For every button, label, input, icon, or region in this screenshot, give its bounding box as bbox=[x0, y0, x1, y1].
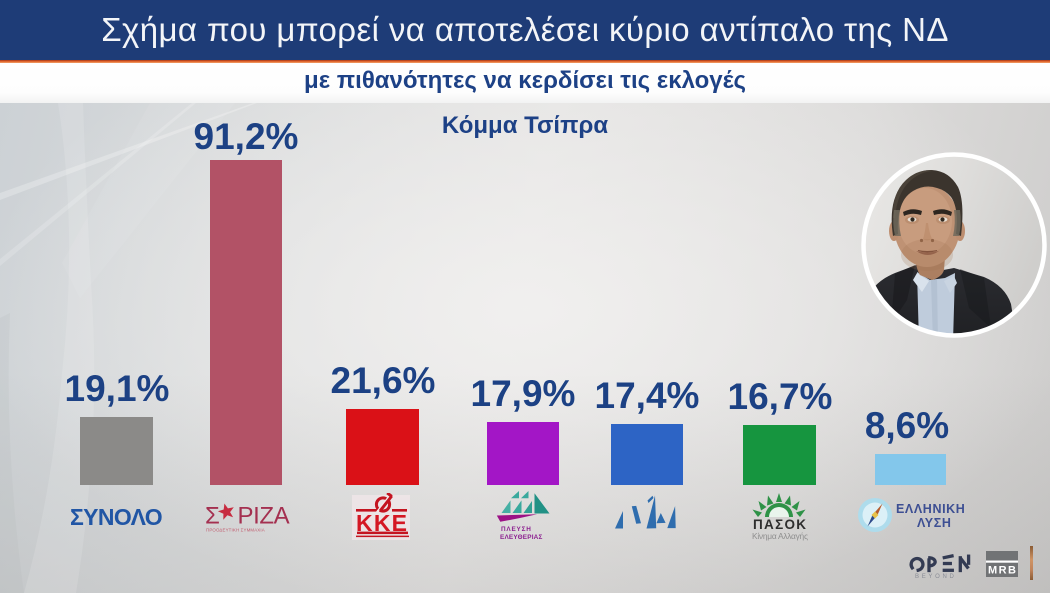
svg-text:ΡΙΖΑ: ΡΙΖΑ bbox=[238, 503, 290, 530]
svg-text:ΕΛΛΗΝΙΚΗ: ΕΛΛΗΝΙΚΗ bbox=[896, 502, 965, 516]
svg-text:ΠΑΣΟΚ: ΠΑΣΟΚ bbox=[753, 517, 806, 532]
svg-text:Κίνημα Αλλαγής: Κίνημα Αλλαγής bbox=[752, 531, 808, 541]
svg-text:ΠΛΕΥΣΗ: ΠΛΕΥΣΗ bbox=[501, 526, 532, 533]
svg-text:Σ: Σ bbox=[205, 503, 220, 530]
svg-text:MRB: MRB bbox=[988, 565, 1016, 577]
svg-text:ΠΡΟΟΔΕΥΤΙΚΗ ΣΥΜΜΑΧΙΑ: ΠΡΟΟΔΕΥΤΙΚΗ ΣΥΜΜΑΧΙΑ bbox=[206, 528, 265, 533]
svg-text:ΛΥΣΗ: ΛΥΣΗ bbox=[917, 516, 951, 530]
svg-text:BEYOND: BEYOND bbox=[915, 574, 957, 580]
svg-text:ΕΛΕΥΘΕΡΙΑΣ: ΕΛΕΥΘΕΡΙΑΣ bbox=[500, 534, 543, 541]
